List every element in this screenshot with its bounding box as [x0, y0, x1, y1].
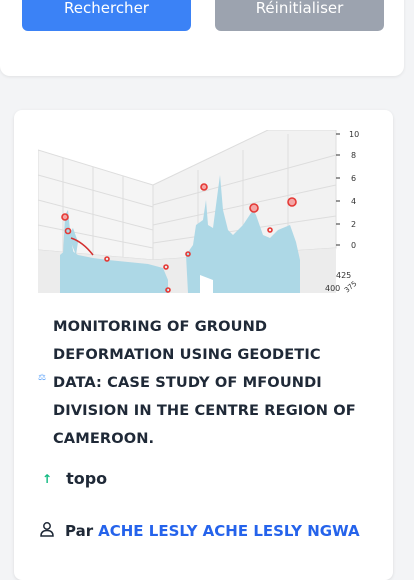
3d-surface-plot: 10 8 6 4 2 0 425 400 375: [38, 130, 359, 293]
user-icon: [39, 521, 55, 541]
document-icon: ⚖: [38, 373, 47, 383]
z-tick: 10: [349, 130, 359, 139]
topic-row: ↑ topo: [42, 469, 107, 488]
result-card[interactable]: 10 8 6 4 2 0 425 400 375: [14, 110, 393, 580]
y-tick: 425: [336, 271, 351, 280]
z-tick: 6: [351, 174, 356, 183]
author-prefix: Par: [65, 522, 94, 540]
result-title[interactable]: MONITORING OF GROUND DEFORMATION USING G…: [53, 318, 356, 447]
author-link[interactable]: ACHE LESLY ACHE LESLY NGWA: [98, 522, 360, 540]
search-button[interactable]: Rechercher: [22, 0, 191, 31]
z-tick: 0: [351, 241, 356, 250]
y-tick: 375: [343, 280, 358, 293]
result-title-row: ⚖ MONITORING OF GROUND DEFORMATION USING…: [38, 313, 368, 453]
search-panel: Rechercher Réinitialiser: [0, 0, 404, 76]
z-tick: 2: [351, 220, 356, 229]
topic-label: topo: [66, 469, 108, 488]
arrow-up-icon: ↑: [42, 471, 53, 486]
result-thumbnail[interactable]: 10 8 6 4 2 0 425 400 375: [38, 130, 382, 293]
z-tick: 8: [351, 151, 356, 160]
z-tick: 4: [351, 197, 356, 206]
y-tick: 400: [325, 284, 340, 293]
reset-button[interactable]: Réinitialiser: [215, 0, 384, 31]
author-row: Par ACHE LESLY ACHE LESLY NGWA: [39, 521, 360, 541]
